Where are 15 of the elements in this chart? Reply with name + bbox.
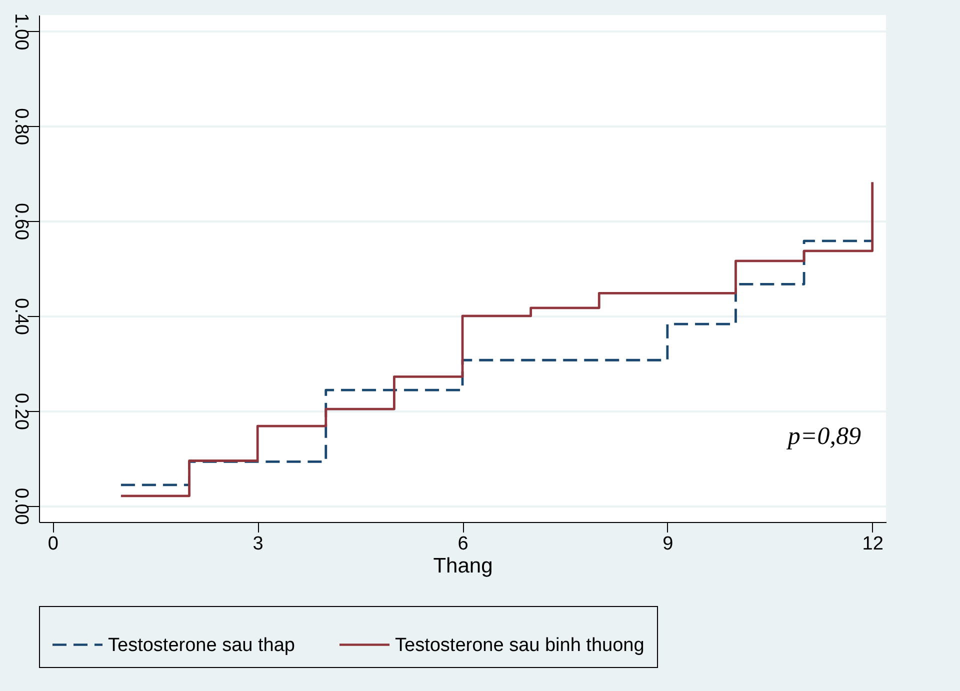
y-tick-label: 1.00	[10, 13, 32, 50]
y-tick-label: 0.40	[10, 298, 32, 335]
x-tick-label: 9	[662, 534, 674, 554]
y-tick-label: 0.80	[10, 108, 32, 146]
y-tick-label: 0.20	[10, 392, 32, 430]
x-tick-label: 12	[862, 534, 884, 554]
legend-label: Testosterone sau thap	[108, 634, 295, 656]
x-tick-label: 3	[252, 534, 264, 554]
y-tick-label: 0.60	[10, 203, 32, 240]
x-tick-label: 6	[458, 534, 468, 554]
y-tick-label: 0.00	[10, 488, 32, 525]
annotation: p=0,89	[786, 422, 862, 450]
x-tick-label: 0	[48, 534, 58, 554]
x-axis-title: Thang	[433, 554, 493, 578]
legend-label: Testosterone sau binh thuong	[395, 634, 644, 656]
